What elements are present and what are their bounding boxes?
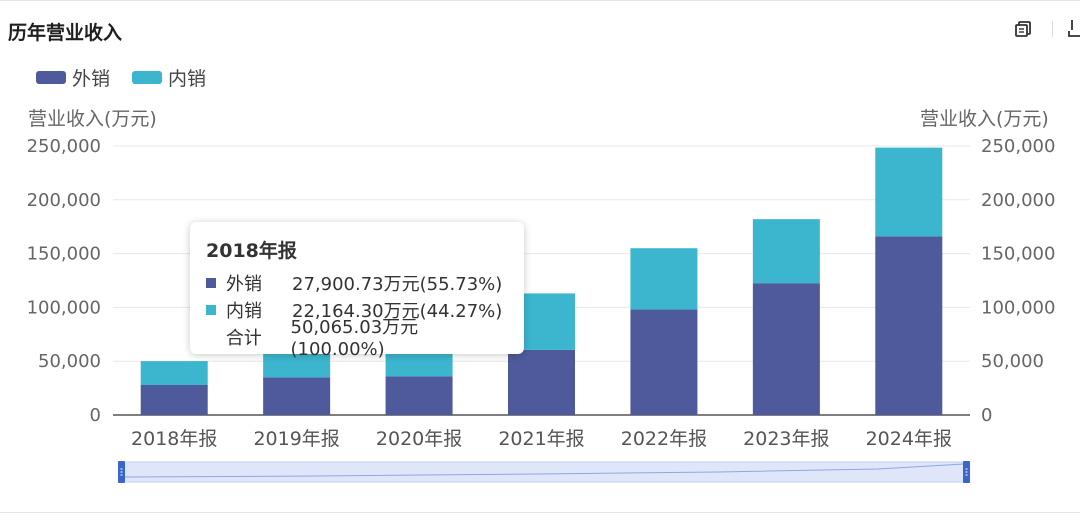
y-tick-right: 0 bbox=[981, 405, 992, 426]
tooltip-name-domestic: 内销 bbox=[226, 300, 262, 322]
y-ticks-right: 0 50,000 100,000 150,000 200,000 250,000 bbox=[981, 136, 1055, 426]
tooltip-swatch-domestic bbox=[206, 304, 216, 315]
bar-export-5[interactable] bbox=[752, 283, 820, 415]
bar-domestic-1[interactable] bbox=[263, 352, 331, 378]
legend-swatch-domestic bbox=[132, 71, 163, 84]
page-title: 历年营业收入 bbox=[8, 22, 123, 44]
tooltip-swatch-total bbox=[206, 332, 216, 342]
bar-export-1[interactable] bbox=[263, 377, 331, 415]
tooltip-name-total: 合计 bbox=[225, 327, 262, 349]
tooltip-value-domestic: 22,164.30万元(44.27%) bbox=[292, 300, 503, 322]
y-tick-left: 250,000 bbox=[27, 136, 101, 157]
y-tick-right: 50,000 bbox=[981, 351, 1044, 372]
x-tick-label: 2018年报 bbox=[131, 428, 217, 450]
x-tick-label: 2024年报 bbox=[866, 428, 952, 450]
y-tick-right: 200,000 bbox=[981, 190, 1055, 211]
bar-domestic-4[interactable] bbox=[630, 248, 698, 310]
y-ticks-left: 0 50,000 100,000 150,000 200,000 250,000 bbox=[27, 136, 101, 426]
tooltip-title: 2018年报 bbox=[206, 240, 297, 262]
x-tick-label: 2021年报 bbox=[498, 428, 584, 450]
x-tick-label: 2020年报 bbox=[376, 428, 462, 450]
x-tick-label: 2023年报 bbox=[743, 428, 829, 450]
legend-item-domestic[interactable]: 内销 bbox=[132, 64, 206, 91]
chart-tooltip: 2018年报 外销 27,900.73万元(55.73%) 内销 22,164.… bbox=[190, 222, 524, 360]
bar-export-3[interactable] bbox=[508, 349, 575, 415]
bar-series bbox=[140, 147, 943, 415]
data-zoom-slider[interactable] bbox=[118, 461, 970, 483]
slider-track[interactable] bbox=[119, 461, 969, 483]
bar-export-4[interactable] bbox=[630, 309, 698, 415]
slider-handle-left[interactable] bbox=[118, 461, 125, 483]
y-tick-left: 0 bbox=[90, 405, 101, 426]
y-tick-left: 100,000 bbox=[27, 297, 101, 318]
bottom-border bbox=[0, 512, 1080, 513]
toolbar-divider bbox=[1052, 21, 1053, 37]
bar-export-2[interactable] bbox=[385, 376, 453, 415]
download-icon[interactable] bbox=[1068, 18, 1080, 38]
bar-export-6[interactable] bbox=[875, 236, 943, 415]
tooltip-row-total: 合计 50,065.03万元(100.00%) bbox=[206, 317, 508, 360]
tooltip-value-total: 50,065.03万元(100.00%) bbox=[290, 317, 419, 360]
y-tick-right: 150,000 bbox=[981, 244, 1055, 265]
tooltip-value-export: 27,900.73万元(55.73%) bbox=[292, 273, 503, 295]
chart-legend: 外销 内销 bbox=[36, 64, 228, 91]
top-border bbox=[0, 0, 1080, 1]
tooltip-row-export: 外销 27,900.73万元(55.73%) bbox=[206, 269, 508, 296]
bar-export-0[interactable] bbox=[140, 384, 208, 415]
x-tick-label: 2022年报 bbox=[621, 428, 707, 450]
legend-swatch-export bbox=[36, 71, 66, 84]
tooltip-swatch-export bbox=[206, 277, 216, 288]
copy-icon[interactable] bbox=[1014, 20, 1032, 38]
bar-domestic-6[interactable] bbox=[875, 147, 943, 237]
bar-domestic-0[interactable] bbox=[140, 361, 208, 385]
y-tick-right: 250,000 bbox=[981, 136, 1055, 157]
bar-domestic-5[interactable] bbox=[752, 219, 820, 284]
x-ticks: 2018年报 2019年报 2020年报 2021年报 2022年报 2023年报 2024… bbox=[131, 428, 952, 450]
legend-label-domestic: 内销 bbox=[168, 68, 207, 90]
legend-label-export: 外销 bbox=[72, 68, 111, 90]
left-axis-title: 营业收入(万元) bbox=[28, 108, 157, 130]
tooltip-row-domestic: 内销 22,164.30万元(44.27%) bbox=[206, 296, 508, 323]
bar-domestic-2[interactable] bbox=[385, 352, 453, 377]
y-tick-left: 50,000 bbox=[38, 351, 101, 372]
y-tick-left: 150,000 bbox=[27, 244, 101, 265]
slider-preview-line bbox=[123, 463, 965, 478]
x-tick-label: 2019年报 bbox=[253, 428, 339, 450]
right-axis-title: 营业收入(万元) bbox=[920, 108, 1049, 130]
y-tick-right: 100,000 bbox=[981, 297, 1055, 318]
legend-item-export[interactable]: 外销 bbox=[36, 64, 110, 91]
tooltip-name-export: 外销 bbox=[226, 273, 262, 295]
slider-handle-right[interactable] bbox=[963, 461, 970, 483]
y-tick-left: 200,000 bbox=[27, 190, 101, 211]
